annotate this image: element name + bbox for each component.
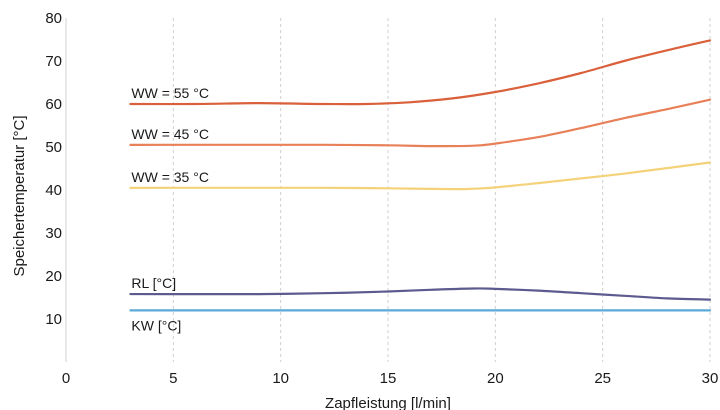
series-lines [129,39,712,312]
x-tick-label-30: 30 [702,370,719,387]
tick-labels: 0 5 10 15 20 25 30 10 20 30 40 50 60 70 80 [45,10,718,387]
series-label-1: WW = 45 °C [131,126,209,142]
y-tick-label-40: 40 [45,182,62,199]
series-label-4: KW [°C] [131,317,181,333]
x-tick-label-25: 25 [594,370,611,387]
series-label-0: WW = 55 °C [131,85,209,101]
y-tick-label-80: 80 [45,10,62,27]
x-tick-label-0: 0 [62,370,70,387]
x-tick-label-20: 20 [487,370,504,387]
series-label-2: WW = 35 °C [131,169,209,185]
y-tick-label-60: 60 [45,96,62,113]
series-labels: WW = 55 °C WW = 45 °C WW = 35 °C RL [°C] KW … [131,85,209,333]
x-tick-label-10: 10 [272,370,289,387]
y-axis-title: Speichertemperatur [°C] [11,115,28,276]
series-line-3 [129,287,712,301]
series-line-0 [129,39,712,106]
series-line-2 [129,161,712,191]
y-tick-label-30: 30 [45,225,62,242]
x-tick-label-5: 5 [169,370,177,387]
x-axis-title: Zapfleistung [l/min] [325,395,451,410]
y-tick-label-10: 10 [45,311,62,328]
y-tick-label-20: 20 [45,268,62,285]
series-label-3: RL [°C] [131,275,176,291]
x-tick-label-15: 15 [380,370,397,387]
series-line-1 [129,98,712,148]
y-tick-label-70: 70 [45,53,62,70]
y-tick-label-50: 50 [45,139,62,156]
